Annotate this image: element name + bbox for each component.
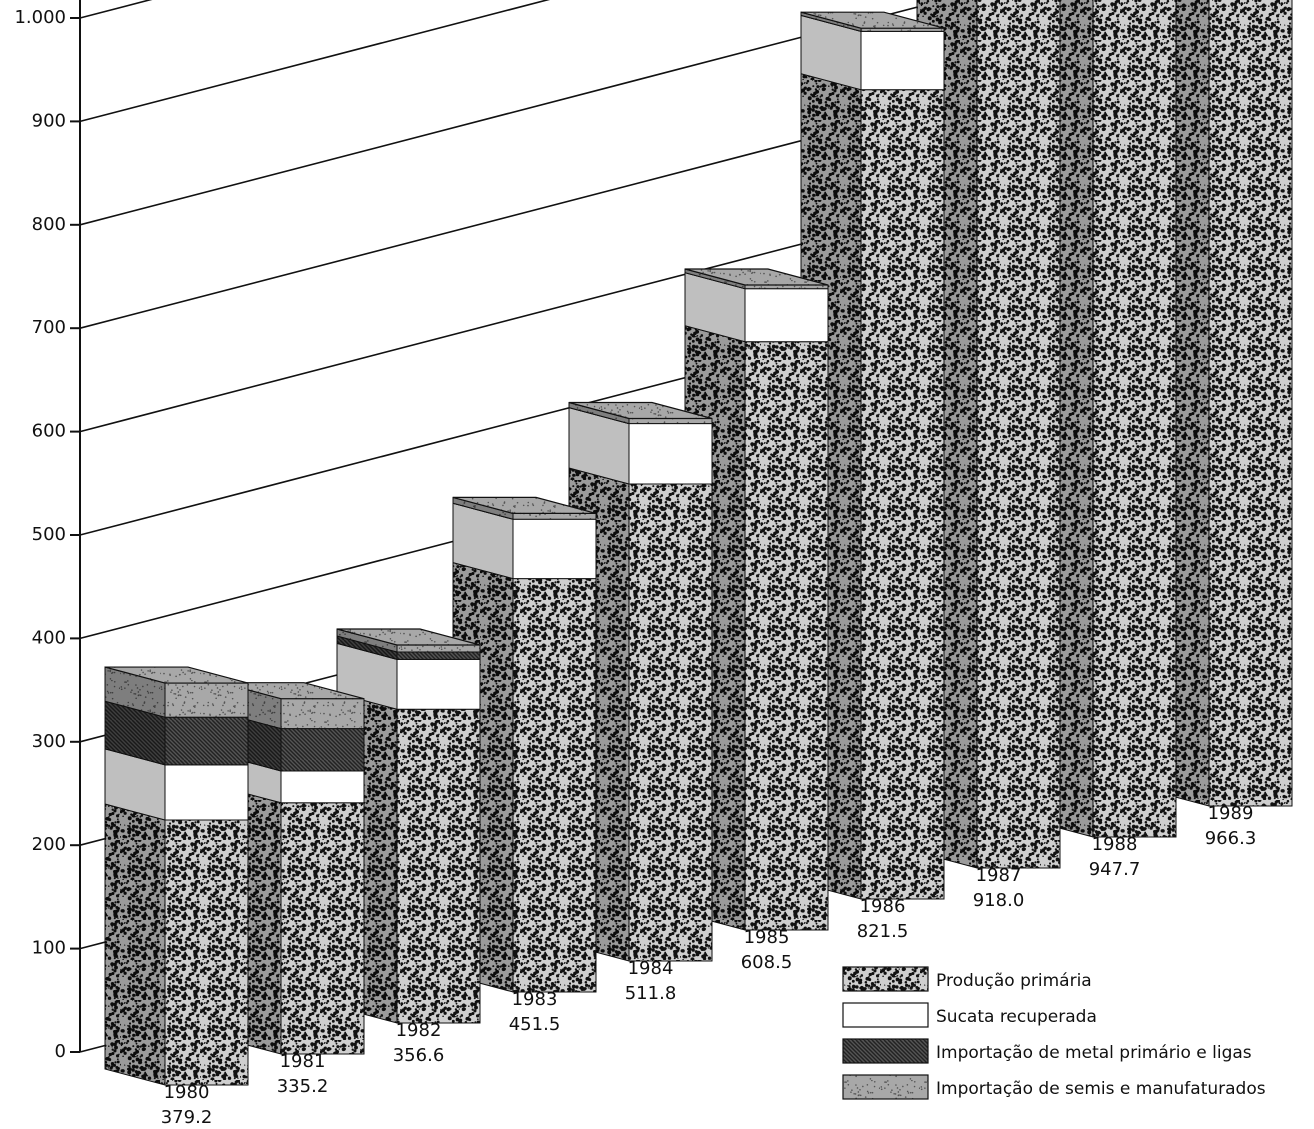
x-tick-label: 1980 (164, 1082, 210, 1103)
y-tick-label: 0 (55, 1041, 66, 1062)
x-tick-label: 1989 (1208, 803, 1254, 824)
bar-top (336, 628, 481, 646)
legend-swatch (842, 966, 929, 992)
y-tick-label: 100 (32, 938, 66, 959)
x-tick-label: 1988 (1092, 834, 1138, 855)
total-label: 966.3 (1205, 828, 1257, 849)
total-label: 356.6 (393, 1045, 445, 1066)
legend-label: Importação de semis e manufaturados (936, 1079, 1266, 1099)
bar-segment (800, 11, 945, 33)
bar-segment (336, 642, 481, 710)
total-label: 821.5 (857, 921, 909, 942)
y-tick-label: 500 (32, 524, 66, 545)
bar-segment (104, 748, 249, 821)
y-tick-label: 800 (32, 214, 66, 235)
legend-label: Sucata recuperada (936, 1007, 1097, 1027)
total-label: 511.8 (625, 983, 677, 1004)
total-label: 379.2 (161, 1107, 213, 1128)
bar-top (568, 401, 713, 420)
total-label: 608.5 (741, 952, 793, 973)
y-tick-label: 900 (32, 110, 66, 131)
y-tick-label: 200 (32, 834, 66, 855)
bar-segment (568, 406, 713, 485)
y-tick-label: 400 (32, 627, 66, 648)
total-label: 451.5 (509, 1014, 561, 1035)
bar-top (104, 666, 249, 684)
bar-top (452, 496, 597, 515)
bar-top (684, 268, 829, 286)
y-tick-label: 700 (32, 317, 66, 338)
grid-line (79, 0, 551, 123)
bar-segment (800, 14, 945, 91)
bar-top (800, 11, 945, 29)
x-tick-label: 1986 (860, 896, 906, 917)
total-label: 918.0 (973, 890, 1025, 911)
x-tick-label: 1985 (744, 927, 790, 948)
bar-segment (800, 73, 945, 900)
y-tick-label: 1.000 (14, 7, 66, 28)
x-tick-label: 1987 (976, 865, 1022, 886)
legend-swatch (842, 1074, 929, 1100)
total-label: 335.2 (277, 1076, 329, 1097)
bar-segment (104, 700, 249, 766)
bar-segment (104, 803, 249, 1086)
legend-swatch (842, 1002, 929, 1028)
bar-segment (684, 272, 829, 343)
legend-swatch (842, 1038, 929, 1064)
y-tick-label: 600 (32, 421, 66, 442)
x-tick-label: 1982 (396, 1020, 442, 1041)
x-tick-label: 1984 (628, 958, 674, 979)
total-label: 947.7 (1089, 859, 1141, 880)
y-tick-label: 300 (32, 731, 66, 752)
bar-segment (452, 496, 597, 520)
bar-segment (684, 268, 829, 290)
legend-label: Produção primária (936, 971, 1092, 991)
legend-label: Importação de metal primário e ligas (936, 1043, 1252, 1063)
grid-line (79, 0, 948, 226)
x-tick-label: 1981 (280, 1051, 326, 1072)
x-tick-label: 1983 (512, 989, 558, 1010)
